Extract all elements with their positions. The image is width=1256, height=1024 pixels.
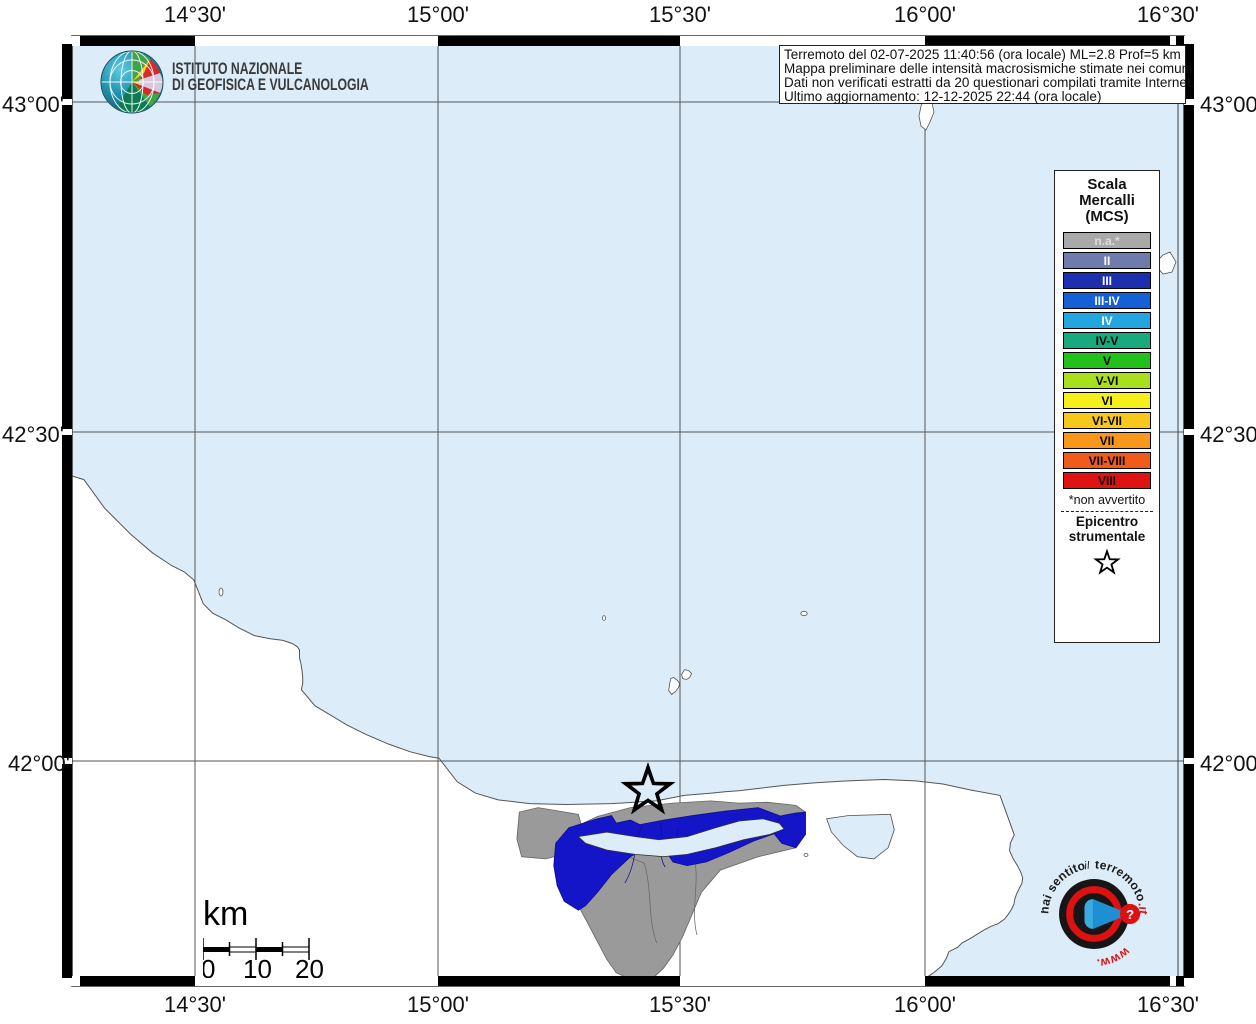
svg-text:10: 10 (243, 954, 272, 978)
svg-text:20: 20 (295, 954, 324, 978)
svg-text:.it: .it (1135, 901, 1147, 915)
svg-text:0: 0 (203, 954, 215, 978)
svg-text:?: ? (1126, 907, 1134, 922)
